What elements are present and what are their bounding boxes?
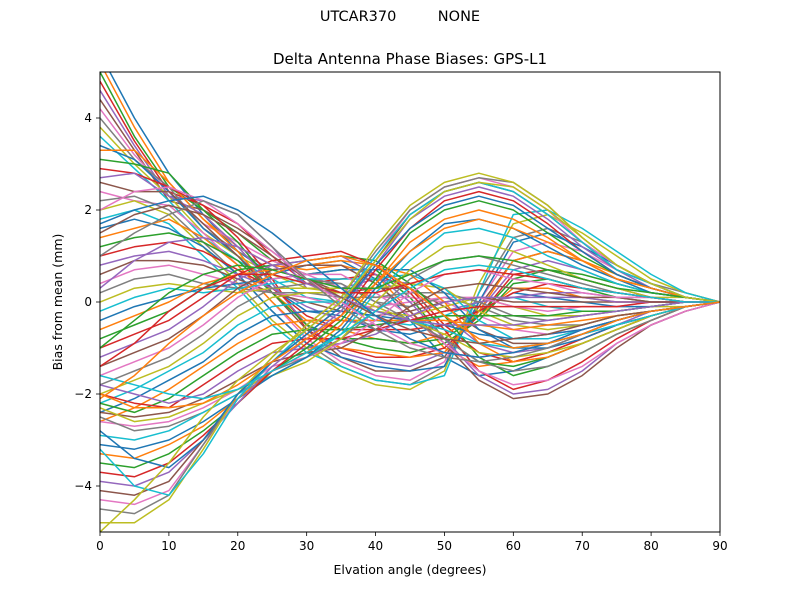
series-line-61: [100, 195, 720, 469]
y-tick-label: −4: [74, 479, 92, 493]
x-tick-label: 20: [230, 539, 245, 553]
y-axis: −4 −2 0 2 4: [74, 111, 100, 493]
x-tick-label: 10: [161, 539, 176, 553]
series-line-60: [100, 181, 720, 496]
series-line-45: [100, 296, 720, 404]
series-line-63: [100, 255, 720, 349]
x-tick-label: 70: [575, 539, 590, 553]
x-tick-label: 50: [437, 539, 452, 553]
x-tick-label: 80: [643, 539, 658, 553]
series-line-65: [100, 236, 720, 326]
series-line-72: [100, 255, 720, 400]
figure-suptitle: UTCAR370 NONE: [319, 9, 481, 25]
series-line-47: [100, 269, 720, 427]
y-tick-label: 0: [84, 295, 92, 309]
series-line-50: [100, 227, 720, 441]
y-tick-label: 2: [84, 203, 92, 217]
series-line-66: [100, 204, 720, 345]
y-tick-label: 4: [84, 111, 92, 125]
series-line-69: [100, 181, 720, 532]
x-axis: 0 10 20 30 40 50 60 70 80 90: [96, 532, 728, 553]
x-tick-label: 90: [712, 539, 727, 553]
x-tick-label: 60: [506, 539, 521, 553]
x-tick-label: 0: [96, 539, 104, 553]
series-line-20: [100, 209, 720, 386]
x-tick-label: 30: [299, 539, 314, 553]
y-axis-label: Bias from mean (mm): [50, 234, 65, 371]
series-lines: [100, 72, 720, 532]
y-tick-label: −2: [74, 387, 92, 401]
x-tick-label: 40: [368, 539, 383, 553]
chart-title: Delta Antenna Phase Biases: GPS-L1: [273, 50, 547, 68]
x-axis-label: Elvation angle (degrees): [333, 562, 486, 577]
series-line-62: [100, 218, 720, 409]
